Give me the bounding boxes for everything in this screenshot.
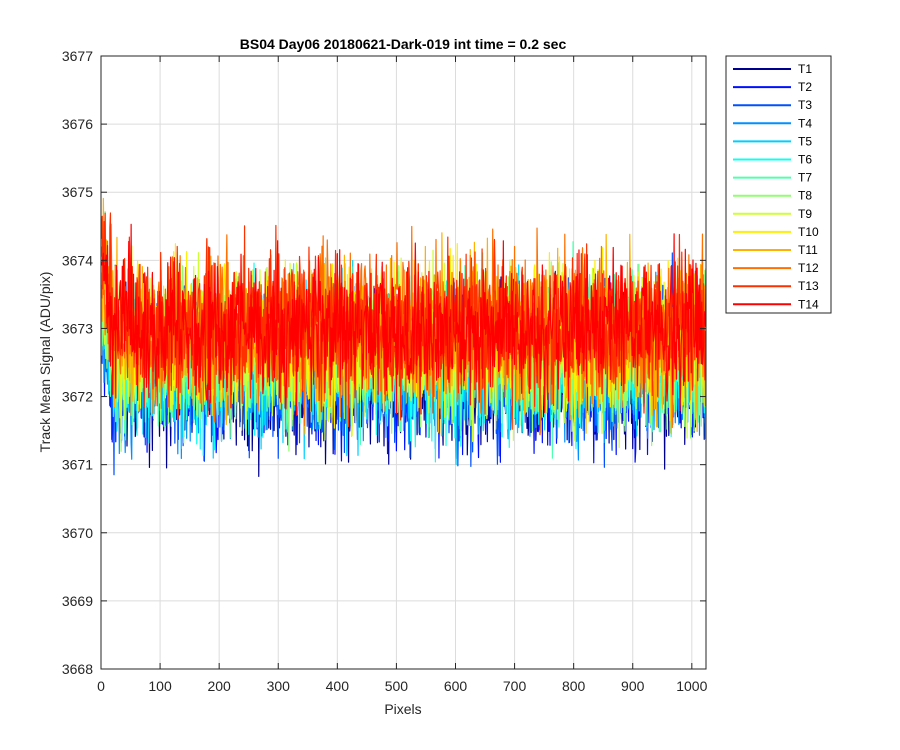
y-axis-ticks: 3668 3669 3670 3671 3672 3673 3674 3675 3676 3677 [62, 48, 706, 677]
y-tick-label: 3672 [62, 389, 93, 405]
legend-label-t13: T13 [798, 279, 819, 293]
x-tick-label: 500 [385, 678, 409, 694]
legend-label-t3: T3 [798, 98, 812, 112]
series-line-t14 [101, 223, 706, 418]
legend-label-t8: T8 [798, 189, 812, 203]
legend-label-t7: T7 [798, 171, 812, 185]
legend-label-t10: T10 [798, 225, 819, 239]
x-tick-label: 900 [621, 678, 645, 694]
y-tick-label: 3670 [62, 525, 93, 541]
x-tick-label: 400 [326, 678, 350, 694]
x-axis-label: Pixels [384, 701, 421, 717]
x-tick-label: 200 [207, 678, 231, 694]
y-tick-label: 3677 [62, 48, 93, 64]
legend-label-t12: T12 [798, 261, 819, 275]
y-axis-label: Track Mean Signal (ADU/pix) [37, 272, 53, 453]
legend-label-t4: T4 [798, 116, 812, 130]
legend-label-t5: T5 [798, 134, 812, 148]
x-tick-label: 300 [267, 678, 291, 694]
legend-label-t11: T11 [798, 243, 818, 257]
x-tick-label: 0 [97, 678, 105, 694]
y-tick-label: 3668 [62, 661, 93, 677]
legend-label-t14: T14 [798, 297, 819, 311]
legend-label-t1: T1 [798, 62, 812, 76]
y-tick-label: 3673 [62, 320, 93, 336]
chart-title: BS04 Day06 20180621-Dark-019 int time = … [240, 36, 567, 52]
legend-label-t9: T9 [798, 207, 812, 221]
series-layer [101, 197, 706, 478]
y-tick-label: 3676 [62, 116, 93, 132]
y-tick-label: 3671 [62, 457, 93, 473]
x-tick-label: 700 [503, 678, 527, 694]
legend-label-t2: T2 [798, 80, 812, 94]
y-tick-label: 3674 [62, 252, 93, 268]
y-tick-label: 3669 [62, 593, 93, 609]
plot-frame [100, 55, 707, 670]
legend-items: T1 T2 T3 T4 T5 T6 T7 T8 T9 T10 T11 T12 T13 T14 [733, 62, 819, 311]
x-tick-label: 1000 [676, 678, 707, 694]
x-axis-ticks: 0 100 200 300 400 500 600 700 800 900 1000 [97, 56, 708, 694]
y-tick-label: 3675 [62, 184, 93, 200]
series-line-t13 [101, 212, 706, 436]
x-tick-label: 600 [444, 678, 468, 694]
legend-box [725, 55, 832, 314]
legend: T1 T2 T3 T4 T5 T6 T7 T8 T9 T10 T11 T12 T13 T14 [725, 55, 832, 314]
x-tick-label: 800 [562, 678, 586, 694]
x-tick-label: 100 [148, 678, 172, 694]
legend-label-t6: T6 [798, 153, 812, 167]
